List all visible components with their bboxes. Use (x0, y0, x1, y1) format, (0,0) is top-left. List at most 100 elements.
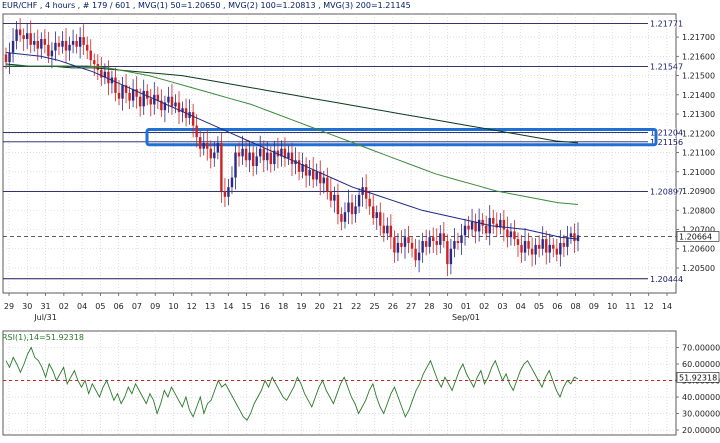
candle-body (523, 241, 527, 253)
x-tick-label: 19 (296, 302, 306, 311)
current-price-label: 1.20664 (679, 232, 712, 241)
x-month-label: Jul/31 (33, 313, 57, 322)
y-tick-label: 1.21700 (682, 33, 715, 42)
x-tick-label: 03 (497, 302, 507, 311)
candle-body (382, 225, 386, 234)
x-tick-label: 25 (369, 302, 379, 311)
candle-body (4, 54, 8, 63)
x-tick-label: 30 (22, 302, 32, 311)
timeframe-label: 4 hours (45, 1, 76, 10)
level-label-bg (648, 62, 676, 71)
candle-body (209, 148, 212, 159)
level-label: 1.20444 (650, 275, 683, 284)
level-label-bg (648, 187, 676, 196)
x-tick-label: 10 (168, 302, 178, 311)
candle-body (266, 152, 269, 161)
y-tick-label: 1.21600 (682, 52, 715, 61)
candle-body (304, 164, 308, 176)
candle-body (393, 237, 396, 253)
candle-body (467, 225, 470, 230)
x-tick-label: 05 (95, 302, 105, 311)
candle-body (566, 237, 569, 247)
x-tick-label: 09 (150, 302, 160, 311)
level-label: 1.21156 (650, 138, 683, 147)
x-tick-label: 31 (40, 302, 50, 311)
candle-body (82, 37, 85, 45)
candle-body (319, 171, 322, 184)
candle-body (361, 187, 364, 195)
candle-body (117, 92, 121, 99)
candle-body (499, 219, 502, 228)
rsi-y-tick-label: 30.00000 (682, 410, 720, 419)
candle-body (195, 125, 198, 138)
candle-body (340, 214, 343, 222)
current-price-tag (676, 231, 720, 242)
candle-body (202, 142, 205, 149)
candle-body (248, 152, 251, 161)
level-label-bg (648, 19, 676, 28)
y-tick-label: 1.21300 (682, 110, 715, 119)
candle-body (435, 241, 438, 245)
candle-body (71, 40, 75, 45)
candle-body (506, 229, 509, 238)
candle-body (386, 225, 389, 234)
candle-body (43, 39, 47, 45)
candle-body (255, 156, 258, 167)
price-panel-frame (2, 13, 677, 294)
candle-body (121, 85, 124, 99)
candle-body (573, 233, 576, 242)
candle-body (417, 252, 421, 261)
candle-body (107, 71, 110, 84)
x-tick-label: 08 (571, 302, 581, 311)
candle-body (548, 244, 551, 253)
candle-body (177, 102, 181, 113)
candle-body (428, 237, 431, 247)
candle-body (389, 225, 393, 238)
level-label: 1.20897 (650, 188, 683, 197)
x-tick-label: 12 (187, 302, 197, 311)
candle-body (470, 221, 474, 230)
x-tick-label: 02 (479, 302, 489, 311)
rsi-line (5, 346, 579, 421)
rsi-y-tick-label: 40.00000 (682, 393, 720, 402)
candle-body (552, 244, 555, 249)
candle-body (453, 241, 456, 249)
candle-body (170, 96, 174, 107)
rsi-panel-frame (2, 330, 677, 436)
x-tick-label: 26 (388, 302, 398, 311)
candle-body (364, 187, 368, 199)
x-tick-label: 20 (315, 302, 325, 311)
rsi-y-tick-label: 60.00000 (682, 360, 720, 369)
candle-body (237, 152, 241, 157)
candle-body (206, 142, 209, 149)
candle-body (541, 239, 544, 249)
candle-body (509, 231, 513, 238)
candle-body (336, 194, 340, 215)
y-tick-label: 1.21000 (682, 168, 715, 177)
candle-body (322, 177, 325, 184)
candle-body (18, 29, 22, 36)
candle-body (167, 96, 170, 103)
candle-body (220, 142, 223, 192)
candle-body (297, 160, 301, 172)
candle-body (350, 202, 354, 215)
candle-body (559, 242, 562, 255)
rsi-header: RSI(1),14=51.92318 (2, 333, 84, 342)
candle-body (311, 169, 315, 180)
rsi-y-tick-label: 70.00000 (682, 344, 720, 353)
candle-body (216, 142, 220, 153)
candle-body (439, 233, 442, 245)
level-label: 1.21771 (650, 19, 683, 28)
x-tick-label: 28 (424, 302, 434, 311)
x-tick-label: 12 (644, 302, 654, 311)
x-tick-label: 10 (607, 302, 617, 311)
candle-body (446, 241, 449, 265)
candle-body (534, 244, 537, 255)
candle-body (142, 90, 145, 107)
resistance-zone-box (145, 128, 658, 147)
candle-body (343, 212, 347, 222)
level-label-bg (648, 274, 676, 283)
x-tick-label: 14 (223, 302, 233, 311)
x-tick-label: 04 (77, 302, 87, 311)
candle-body (78, 37, 82, 47)
